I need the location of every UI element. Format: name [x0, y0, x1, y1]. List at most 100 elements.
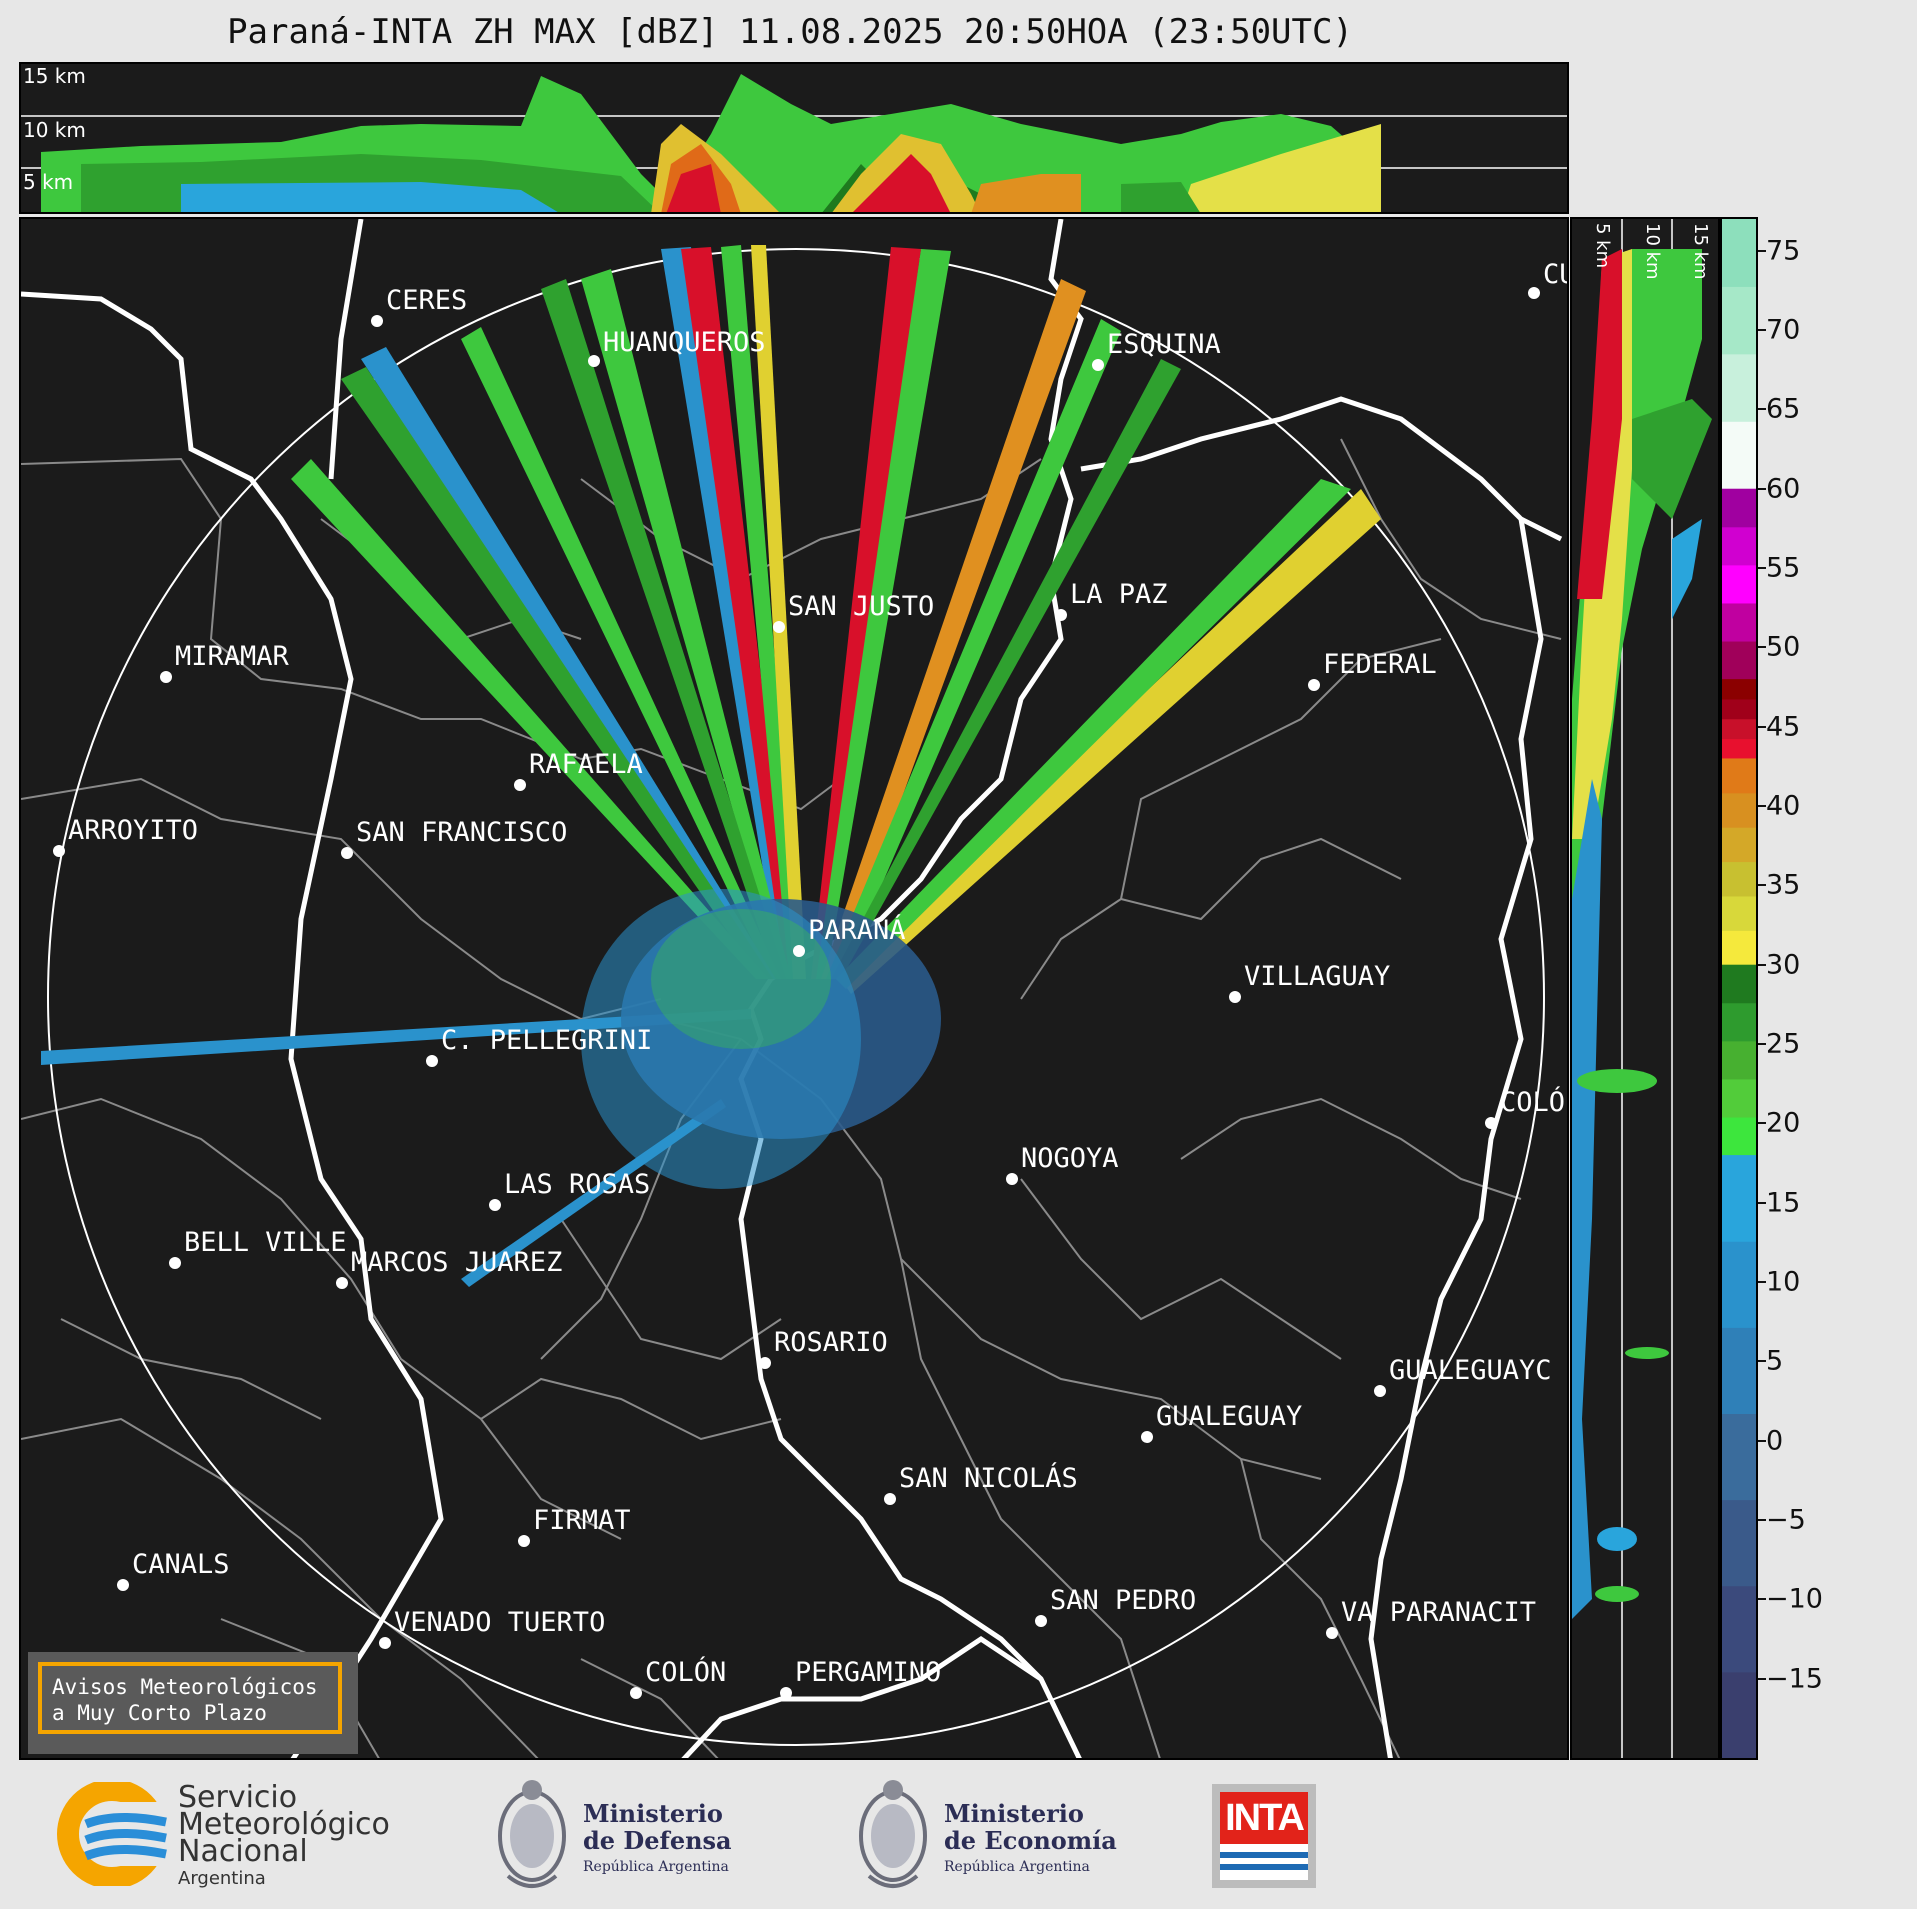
colorbar-swatch — [1722, 526, 1756, 566]
radar-range-ring — [47, 248, 1545, 1746]
colorbar-tick-label: 50 — [1766, 631, 1801, 663]
colorbar-tick-label: 10 — [1766, 1266, 1801, 1298]
colorbar-swatch — [1722, 286, 1756, 355]
city-gualeguay: GUALEGUAY — [1156, 1401, 1302, 1432]
height-label-15km: 15 km — [23, 64, 86, 88]
colorbar-tick-mark — [1758, 1677, 1766, 1680]
inta-logo-inner: INTA — [1220, 1792, 1308, 1880]
city-colon: COLÓN — [645, 1656, 726, 1688]
top-reflectivity-plot — [21, 74, 1567, 212]
city-nogoya: NOGOYA — [1021, 1143, 1119, 1174]
city-la-paz: LA PAZ — [1070, 579, 1168, 610]
city-arroyito: ARROYITO — [68, 815, 198, 846]
colorbar-swatch — [1722, 1117, 1756, 1156]
colorbar-tick-mark — [1758, 963, 1766, 966]
colorbar-swatch — [1722, 679, 1756, 700]
city-rosario: ROSARIO — [774, 1327, 888, 1358]
economia-line-1: Ministerio — [944, 1799, 1084, 1828]
colorbar-tick-label: 40 — [1766, 790, 1801, 822]
city-va-paranacito: VA PARANACIT — [1341, 1597, 1536, 1628]
colorbar-swatch — [1722, 1671, 1756, 1759]
colorbar-tick-label: −10 — [1766, 1583, 1823, 1615]
colorbar-tick-mark — [1758, 1360, 1766, 1363]
inta-logo: INTA — [1212, 1784, 1316, 1888]
city-markers — [53, 287, 1540, 1699]
defensa-line-2: de Defensa — [583, 1826, 732, 1855]
height-label-5km: 5 km — [23, 170, 74, 194]
city-huanqueros: HUANQUEROS — [603, 327, 766, 358]
colorbar-tick-label: 70 — [1766, 314, 1801, 346]
colorbar-tick-label: 45 — [1766, 711, 1801, 743]
smn-logo-text: Servicio Meteorológico Nacional Argentin… — [178, 1783, 390, 1892]
radar-map-svg: CERES HUANQUEROS ESQUINA CU SAN JUSTO LA… — [21, 219, 1567, 1758]
map-title: Paraná-INTA ZH MAX [dBZ] 11.08.2025 20:5… — [227, 12, 1353, 52]
smn-line-3: Nacional — [178, 1834, 308, 1869]
notice-line-2: a Muy Corto Plazo — [52, 1701, 267, 1725]
defensa-logo-text: Ministerio de Defensa República Argentin… — [583, 1800, 732, 1881]
inta-logo-text: INTA — [1220, 1792, 1308, 1844]
colorbar-tick-mark — [1758, 646, 1766, 649]
height-label-10km: 10 km — [23, 118, 86, 142]
colorbar-tick-label: 35 — [1766, 869, 1801, 901]
colorbar-tick-label: 5 — [1766, 1345, 1784, 1377]
colorbar-tick-mark — [1758, 1201, 1766, 1204]
colorbar-tick-mark — [1758, 805, 1766, 808]
colorbar-tick-mark — [1758, 1439, 1766, 1442]
city-san-nicolas: SAN NICOLÁS — [899, 1462, 1078, 1494]
colorbar-swatch — [1722, 564, 1756, 604]
colorbar-swatch — [1722, 219, 1756, 287]
reflectivity-echoes — [41, 245, 1381, 1287]
colorbar-swatch — [1722, 1499, 1756, 1587]
smn-line-4: Argentina — [178, 1868, 266, 1889]
colorbar-swatch — [1722, 964, 1756, 1004]
side-height-label-5km: 5 km — [1592, 223, 1613, 269]
city-san-justo: SAN JUSTO — [788, 591, 934, 622]
colorbar-swatch — [1722, 421, 1756, 490]
height-section-side: 5 km 10 km 15 km — [1570, 217, 1720, 1760]
city-san-francisco: SAN FRANCISCO — [356, 817, 567, 848]
city-parana: PARANÁ — [808, 914, 906, 946]
city-bell-ville: BELL VILLE — [184, 1227, 347, 1258]
colorbar-tick-mark — [1758, 1598, 1766, 1601]
colorbar-tick-mark — [1758, 567, 1766, 570]
colorbar-swatch — [1722, 1040, 1756, 1080]
colorbar-tick-label: 65 — [1766, 393, 1801, 425]
colorbar-swatch — [1722, 861, 1756, 897]
city-las-rosas: LAS ROSAS — [504, 1169, 650, 1200]
city-marcos-juarez: MARCOS JUAREZ — [351, 1247, 562, 1278]
colorbar-tick-label: 15 — [1766, 1187, 1801, 1219]
colorbar-swatch — [1722, 698, 1756, 720]
notice-panel: Avisos Meteorológicos a Muy Corto Plazo — [28, 1652, 358, 1754]
colorbar-tick-mark — [1758, 249, 1766, 252]
notice-box: Avisos Meteorológicos a Muy Corto Plazo — [38, 1662, 342, 1734]
colorbar-swatch — [1722, 1585, 1756, 1673]
height-section-top: 15 km 10 km 5 km — [19, 62, 1569, 214]
city-c-pellegrini: C. PELLEGRINI — [441, 1025, 652, 1056]
colorbar-swatch — [1722, 827, 1756, 863]
city-ceres: CERES — [386, 285, 467, 316]
city-canals: CANALS — [132, 1549, 230, 1580]
colorbar-swatch — [1722, 930, 1756, 966]
colorbar-tick-mark — [1758, 884, 1766, 887]
colorbar-tick-label: 0 — [1766, 1425, 1784, 1457]
colorbar-tick-label: 75 — [1766, 235, 1801, 267]
footer-logos: Servicio Meteorológico Nacional Argentin… — [0, 1762, 1917, 1909]
colorbar-swatch — [1722, 718, 1756, 740]
city-san-pedro: SAN PEDRO — [1050, 1585, 1196, 1616]
colorbar-tick-mark — [1758, 725, 1766, 728]
colorbar-swatch — [1722, 1155, 1756, 1242]
defensa-line-3: República Argentina — [583, 1859, 729, 1875]
colorbar-swatch — [1722, 1241, 1756, 1328]
colorbar-swatch — [1722, 792, 1756, 828]
colorbar-tick-label: 25 — [1766, 1028, 1801, 1060]
city-rafaela: RAFAELA — [529, 749, 643, 780]
colorbar-tick-label: −15 — [1766, 1663, 1823, 1695]
colorbar-swatch — [1722, 641, 1756, 680]
colorbar-swatch — [1722, 353, 1756, 422]
city-miramar: MIRAMAR — [175, 641, 290, 672]
notice-line-1: Avisos Meteorológicos — [52, 1675, 318, 1699]
colorbar-swatch — [1722, 1327, 1756, 1414]
colorbar-tick-mark — [1758, 1281, 1766, 1284]
city-venado-tuerto: VENADO TUERTO — [394, 1607, 605, 1638]
colorbar-swatch — [1722, 738, 1756, 759]
